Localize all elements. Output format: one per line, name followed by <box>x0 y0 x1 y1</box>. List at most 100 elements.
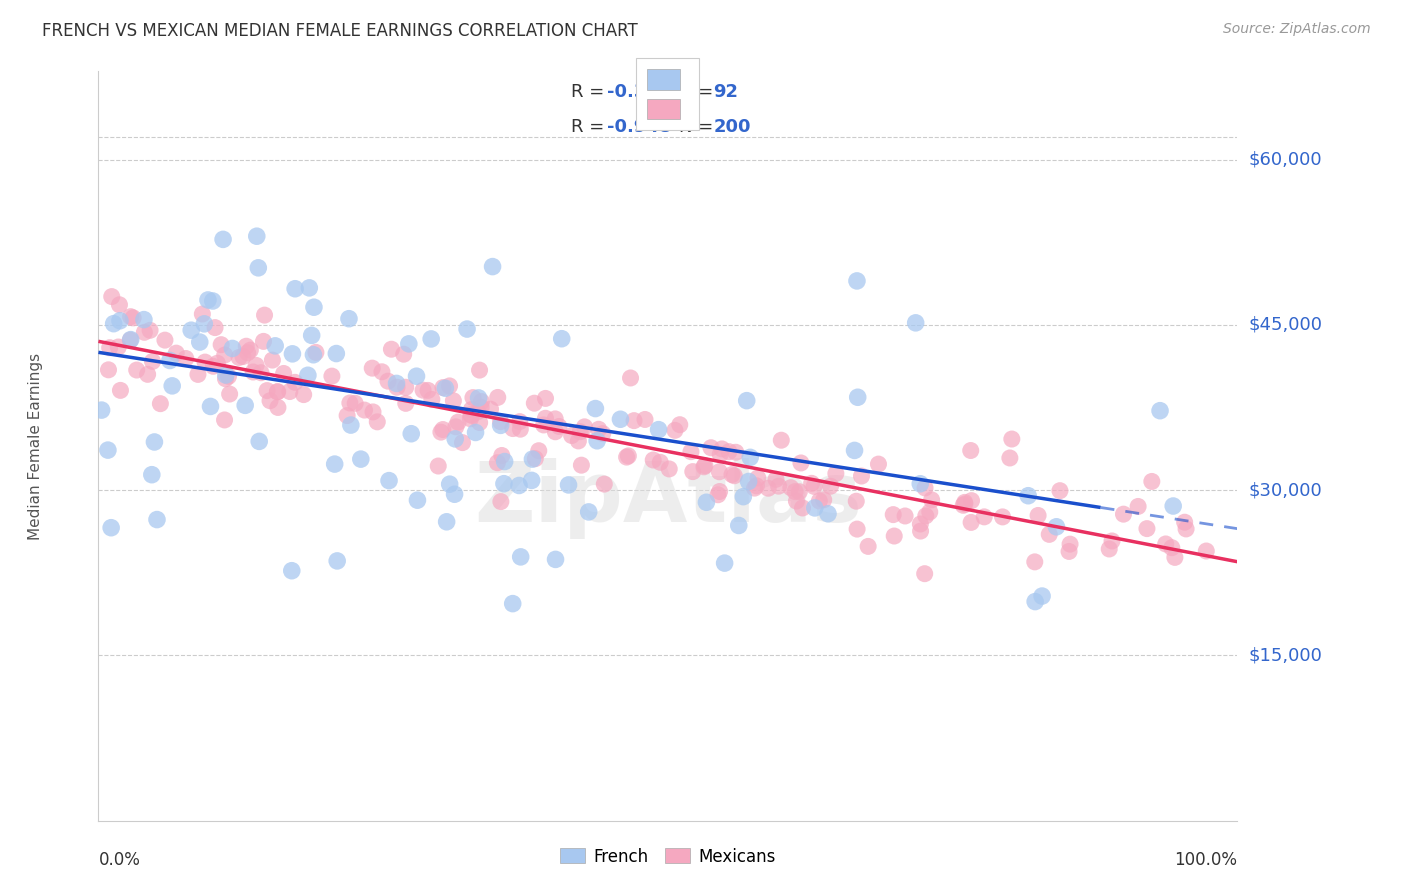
Point <box>214 413 236 427</box>
Point <box>281 564 304 578</box>
Point <box>247 260 270 275</box>
Point <box>253 308 276 322</box>
Point <box>991 509 1014 524</box>
Point <box>768 479 790 493</box>
Point <box>201 293 224 308</box>
Point <box>713 556 735 570</box>
Point <box>770 434 793 448</box>
Point <box>207 356 229 370</box>
Point <box>813 492 835 507</box>
Point <box>406 493 429 508</box>
Point <box>143 434 166 449</box>
Point <box>278 384 301 399</box>
Point <box>960 493 983 508</box>
Point <box>800 476 823 491</box>
Point <box>792 500 814 515</box>
Point <box>1024 555 1046 569</box>
Point <box>693 458 716 473</box>
Point <box>1098 541 1121 556</box>
Point <box>481 260 503 274</box>
Point <box>623 414 645 428</box>
Point <box>489 415 512 429</box>
Legend: French, Mexicans: French, Mexicans <box>554 841 782 872</box>
Point <box>217 369 239 384</box>
Point <box>785 494 807 508</box>
Point <box>574 420 596 434</box>
Point <box>392 347 415 361</box>
Point <box>502 421 524 435</box>
Point <box>747 471 769 485</box>
Point <box>321 369 343 384</box>
Point <box>693 459 716 474</box>
Point <box>139 323 162 337</box>
Point <box>120 333 142 347</box>
Point <box>825 467 848 481</box>
Point <box>544 552 567 566</box>
Point <box>398 336 420 351</box>
Point <box>233 398 256 412</box>
Point <box>444 419 467 434</box>
Point <box>100 521 122 535</box>
Point <box>617 449 640 463</box>
Point <box>717 444 740 458</box>
Point <box>1049 483 1071 498</box>
Point <box>486 391 509 405</box>
Point <box>557 478 579 492</box>
Point <box>1136 522 1159 536</box>
Point <box>527 443 550 458</box>
Point <box>180 323 202 337</box>
Point <box>188 334 211 349</box>
Point <box>1045 520 1067 534</box>
Point <box>259 393 281 408</box>
Point <box>202 359 225 374</box>
Point <box>298 281 321 295</box>
Point <box>134 326 156 340</box>
Point <box>710 442 733 456</box>
Point <box>522 452 544 467</box>
Point <box>395 396 418 410</box>
Point <box>337 311 360 326</box>
Point <box>215 368 238 382</box>
Point <box>197 293 219 307</box>
Point <box>724 445 747 459</box>
Point <box>695 495 717 509</box>
Point <box>460 411 482 425</box>
Text: $60,000: $60,000 <box>1249 151 1322 169</box>
Point <box>894 508 917 523</box>
Point <box>502 597 524 611</box>
Point <box>125 363 148 377</box>
Text: 0.0%: 0.0% <box>98 851 141 869</box>
Point <box>643 453 665 467</box>
Point <box>267 401 290 415</box>
Point <box>682 465 704 479</box>
Point <box>789 484 811 499</box>
Point <box>297 368 319 383</box>
Point <box>191 307 214 321</box>
Point <box>1140 475 1163 489</box>
Point <box>952 498 974 512</box>
Point <box>107 340 129 354</box>
Point <box>489 418 512 433</box>
Point <box>910 516 932 531</box>
Point <box>412 383 434 397</box>
Point <box>218 387 240 401</box>
Point <box>194 355 217 369</box>
Point <box>236 345 259 359</box>
Point <box>247 434 270 449</box>
Point <box>723 468 745 483</box>
Point <box>735 393 758 408</box>
Point <box>323 457 346 471</box>
Point <box>361 405 384 419</box>
Point <box>221 342 243 356</box>
Point <box>804 500 827 515</box>
Point <box>1112 507 1135 521</box>
Point <box>165 346 187 360</box>
Point <box>1149 403 1171 417</box>
Point <box>159 353 181 368</box>
Point <box>745 479 768 493</box>
Point <box>744 481 766 495</box>
Point <box>399 426 422 441</box>
Point <box>353 403 375 417</box>
Point <box>377 374 399 388</box>
Point <box>284 282 307 296</box>
